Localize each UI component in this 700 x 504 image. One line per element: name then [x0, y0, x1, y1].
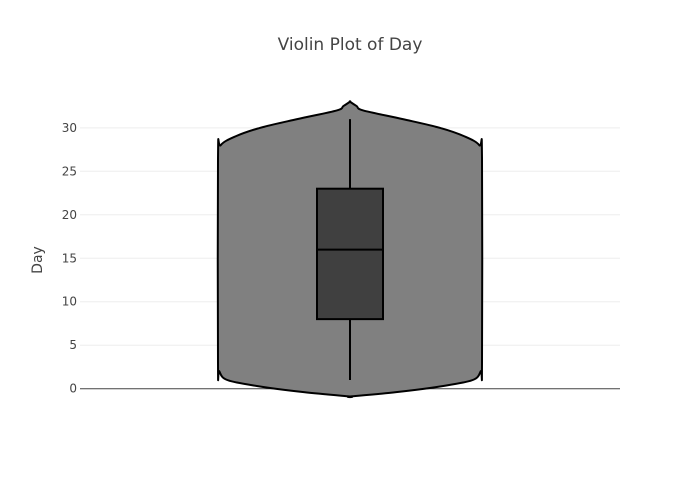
y-tick-label-0: 0 — [69, 382, 77, 396]
iqr-box — [316, 187, 384, 321]
y-axis-ticks: 0 5 10 15 20 25 30 — [62, 121, 77, 396]
y-axis-label: Day — [30, 246, 46, 274]
chart-title: Violin Plot of Day — [278, 35, 423, 55]
y-tick-label-15: 15 — [62, 251, 77, 265]
y-tick-label-30: 30 — [62, 121, 77, 135]
y-tick-label-25: 25 — [62, 164, 77, 178]
plot-area — [216, 100, 484, 399]
y-tick-label-20: 20 — [62, 208, 77, 222]
y-tick-label-10: 10 — [62, 295, 77, 309]
y-tick-label-5: 5 — [69, 338, 77, 352]
